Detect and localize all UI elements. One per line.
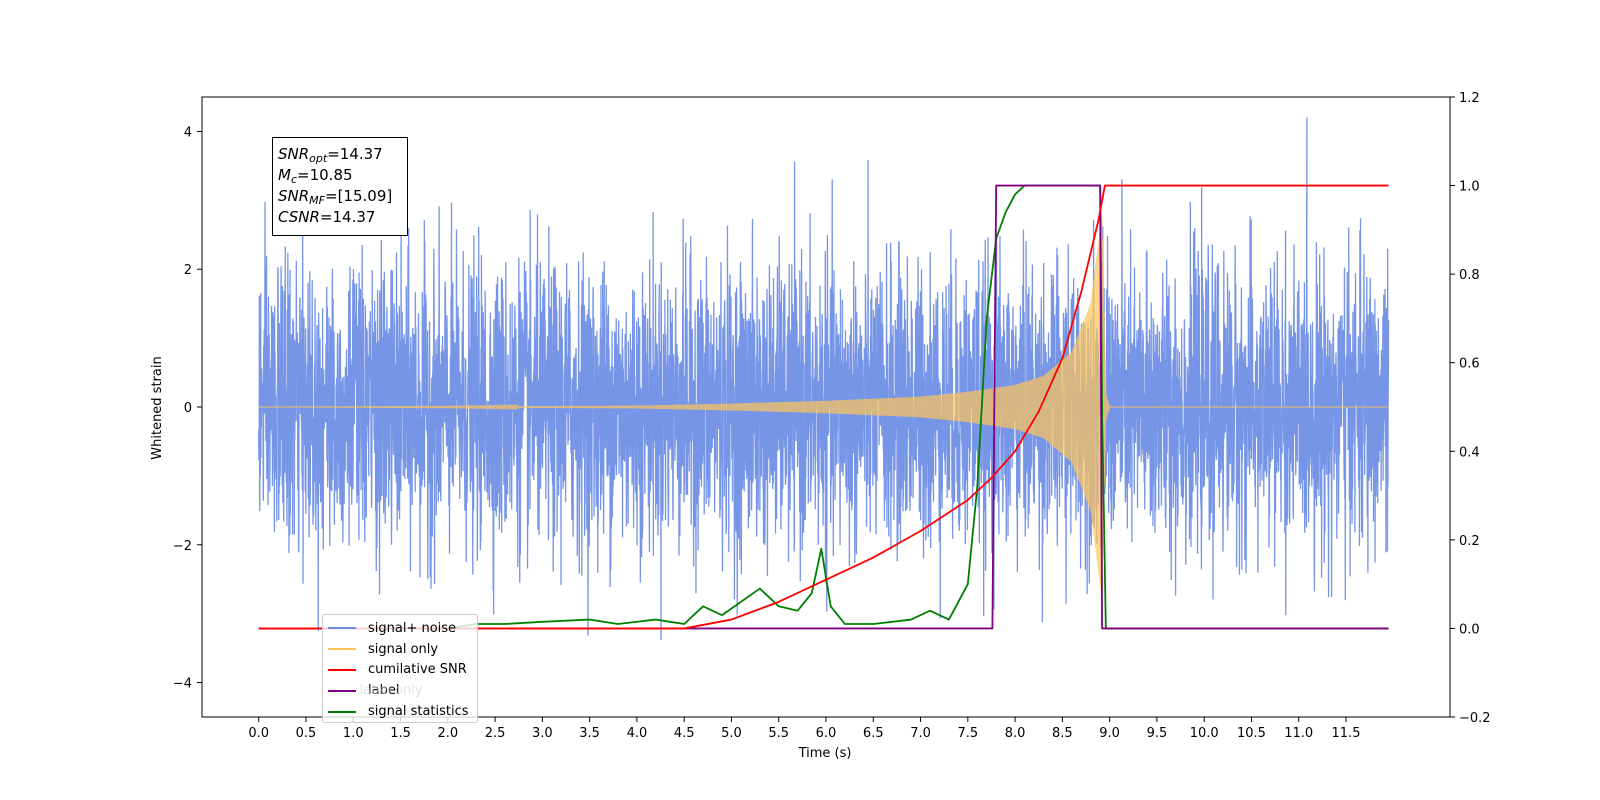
x-tick-label: 0.5	[296, 726, 317, 741]
x-tick-label: 1.5	[390, 726, 411, 741]
x-tick-label: 2.0	[437, 726, 458, 741]
series-cumulative-snr	[258, 184, 1389, 630]
y2-tick-label: 0.2	[1459, 534, 1480, 549]
y2-tick-label: 0.0	[1459, 622, 1480, 637]
y-tick-label: −4	[173, 677, 192, 692]
csnr-line: CSNR=14.37	[278, 208, 376, 226]
legend-swatch	[328, 648, 356, 651]
x-tick-label: 9.0	[1099, 726, 1120, 741]
series-label	[258, 184, 1389, 630]
y2-tick-label: 0.4	[1459, 445, 1480, 460]
y-tick-label: −2	[173, 539, 192, 554]
x-tick-label: 7.0	[910, 726, 931, 741]
series-signal-plus-noise	[258, 117, 1390, 640]
series-signal-only	[258, 215, 1389, 596]
y2-tick-label: 1.2	[1459, 91, 1480, 106]
legend-swatch	[328, 627, 356, 630]
x-tick-label: 11.0	[1284, 726, 1313, 741]
x-tick-label: 9.5	[1147, 726, 1168, 741]
legend-swatch	[328, 710, 356, 713]
x-tick-label: 4.0	[627, 726, 648, 741]
x-axis-label: Time (s)	[798, 746, 852, 761]
x-tick-label: 0.0	[248, 726, 269, 741]
y-axis-left: −4 −2 0 2 4	[173, 125, 202, 692]
x-tick-label: 2.5	[485, 726, 506, 741]
x-tick-label: 8.5	[1052, 726, 1073, 741]
snr-annotation-box: SNRopt=14.37 Mc=10.85 SNRMF=[15.09] CSNR…	[272, 137, 408, 236]
legend: signal+ noise signal only cumilative SNR…	[322, 614, 478, 723]
y2-tick-label: 0.6	[1459, 357, 1480, 372]
x-tick-label: 8.0	[1005, 726, 1026, 741]
x-axis: 0.0 0.5 1.0 1.5 2.0 2.5 3.0 3.5 4.0 4.5 5.0 5.5 6.0 6…	[248, 717, 1360, 741]
snr-mf-line: SNRMF=[15.09]	[278, 187, 393, 207]
x-tick-label: 7.5	[957, 726, 978, 741]
y2-tick-label: 1.0	[1459, 180, 1480, 195]
x-tick-label: 3.0	[532, 726, 553, 741]
y-axis-right: −0.2 0.0 0.2 0.4 0.6 0.8 1.0 1.2	[1450, 91, 1491, 726]
y-tick-label: 4	[184, 125, 192, 140]
x-tick-label: 6.0	[816, 726, 837, 741]
legend-item-signal-noise: signal+ noise	[328, 618, 477, 639]
y-tick-label: 2	[184, 263, 192, 278]
legend-item-label: label label only	[328, 680, 477, 701]
x-tick-label: 1.0	[343, 726, 364, 741]
x-tick-label: 10.5	[1237, 726, 1266, 741]
legend-swatch	[328, 689, 356, 692]
legend-occluded-text: label only	[359, 683, 423, 699]
x-tick-label: 11.5	[1332, 726, 1361, 741]
x-tick-label: 3.5	[579, 726, 600, 741]
y2-tick-label: 0.8	[1459, 268, 1480, 283]
legend-item-cumulative-snr: cumilative SNR	[328, 660, 477, 681]
y-axis-label: Whitened strain	[150, 356, 165, 459]
x-tick-label: 6.5	[863, 726, 884, 741]
x-tick-label: 5.0	[721, 726, 742, 741]
y2-tick-label: −0.2	[1459, 711, 1491, 726]
x-tick-label: 10.0	[1190, 726, 1219, 741]
legend-item-signal-statistics: signal statistics	[328, 701, 477, 722]
y-tick-label: 0	[184, 401, 192, 416]
chirp-mass-line: Mc=10.85	[278, 166, 353, 186]
legend-swatch	[328, 668, 356, 671]
snr-opt-line: SNRopt=14.37	[278, 145, 383, 165]
x-tick-label: 5.5	[768, 726, 789, 741]
legend-item-signal-only: signal only	[328, 639, 477, 660]
series-signal-statistics	[258, 184, 1389, 630]
x-tick-label: 4.5	[674, 726, 695, 741]
series-layer	[258, 117, 1390, 640]
